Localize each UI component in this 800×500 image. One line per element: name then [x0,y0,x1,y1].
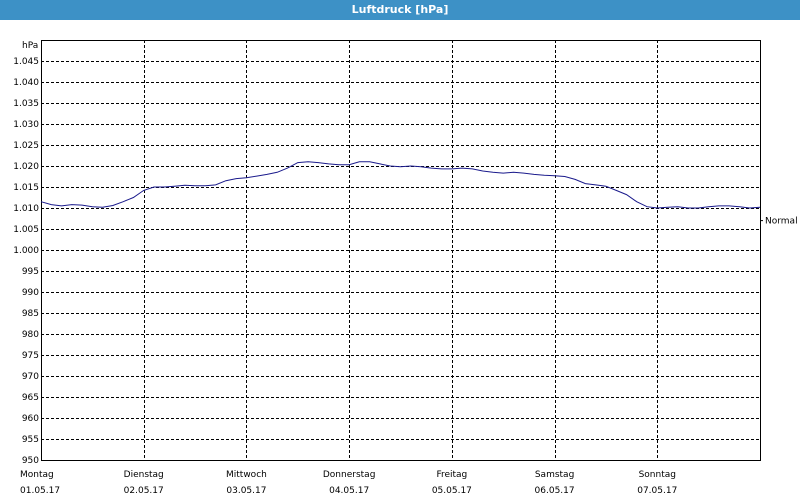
x-tick-date: 04.05.17 [329,486,369,496]
normal-label: Normal [765,217,798,227]
y-tick-label: 950 [22,456,39,466]
x-tick-day: Dienstag [124,470,164,480]
x-tick-day: Sonntag [639,470,676,480]
y-tick-label: 985 [22,309,39,319]
y-tick-label: 1.035 [13,99,39,109]
x-tick-day: Donnerstag [323,470,376,480]
x-tick-day: Mittwoch [226,470,267,480]
x-tick-date: 07.05.17 [637,486,677,496]
x-tick-date: 05.05.17 [432,486,472,496]
y-axis-unit: hPa [22,41,38,51]
y-tick-label: 955 [22,435,39,445]
x-tick-date: 01.05.17 [20,486,60,496]
y-tick-label: 1.045 [13,57,39,67]
y-tick-label: 1.040 [13,78,39,88]
plot-border [41,40,761,461]
series-line [40,161,761,209]
x-axis-labels: Montag 01.05.17 Dienstag 02.05.17 Mittwoch 03… [20,470,677,496]
y-tick-label: 1.015 [13,183,39,193]
x-tick-day: Freitag [436,470,467,480]
y-tick-label: 1.025 [13,141,39,151]
y-tick-label: 1.030 [13,120,39,130]
y-tick-label: 1.020 [13,162,39,172]
x-tick-date: 03.05.17 [226,486,266,496]
chart-title: Luftdruck [hPa] [0,0,800,20]
y-tick-label: 980 [22,330,39,340]
y-tick-label: 975 [22,351,39,361]
y-axis-labels: 1.045 1.040 1.035 1.030 1.025 1.020 1.015 1.010… [13,57,39,466]
y-tick-label: 1.000 [13,246,39,256]
x-tick-day: Montag [20,470,54,480]
y-tick-label: 990 [22,288,39,298]
x-tick-day: Samstag [535,470,574,480]
x-tick-date: 06.05.17 [535,486,575,496]
y-tick-label: 965 [22,393,39,403]
y-tick-label: 1.005 [13,225,39,235]
grid [41,40,760,461]
x-tick-date: 02.05.17 [124,486,164,496]
y-tick-label: 995 [22,267,39,277]
y-tick-label: 970 [22,372,39,382]
y-tick-label: 1.010 [13,204,39,214]
y-tick-label: 960 [22,414,39,424]
